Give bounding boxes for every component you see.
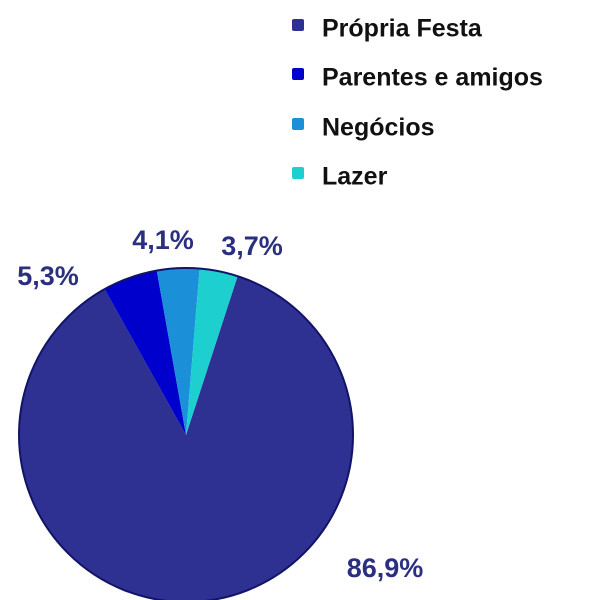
- legend-swatch: [292, 118, 304, 130]
- pie-slice: [104, 270, 186, 435]
- data-label: 5,3%: [17, 261, 79, 291]
- pie-slice: [19, 276, 353, 600]
- data-label: 86,9%: [347, 553, 424, 583]
- pie-slice: [186, 268, 238, 435]
- legend-swatch: [292, 19, 304, 31]
- data-label: 3,7%: [221, 231, 283, 261]
- data-label: 4,1%: [132, 225, 194, 255]
- legend-label: Própria Festa: [322, 15, 483, 43]
- legend-label: Negócios: [322, 114, 435, 142]
- legend-label: Lazer: [322, 163, 388, 191]
- legend-swatch: [292, 68, 304, 80]
- pie-outline: [18, 267, 354, 600]
- legend-label: Parentes e amigos: [322, 64, 543, 92]
- legend-swatch: [292, 167, 304, 179]
- pie-slice: [156, 268, 200, 435]
